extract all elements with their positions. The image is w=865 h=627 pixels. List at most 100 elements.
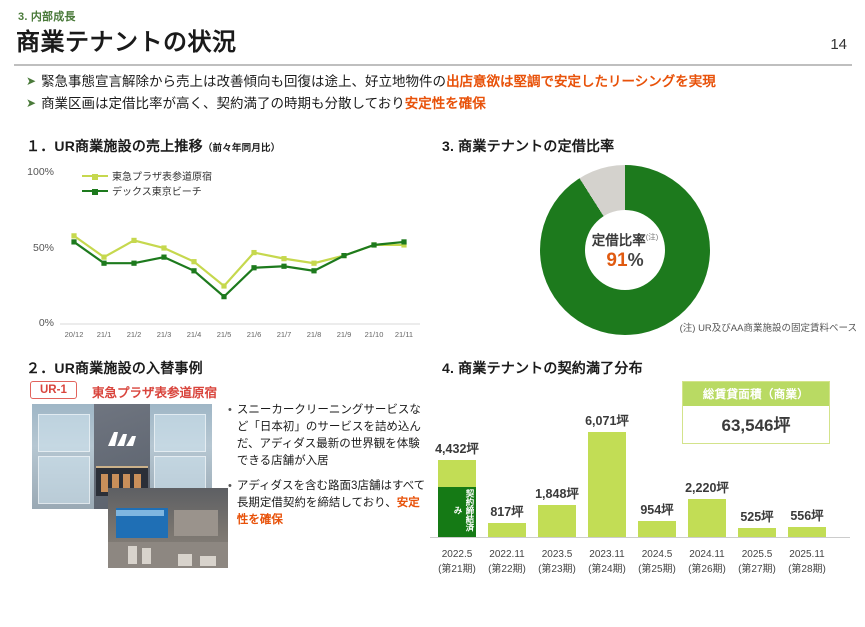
ur-case-name: 東急プラザ表参道原宿 bbox=[92, 386, 218, 400]
ur-bullet-item: • アディダスを含む路面3店舗はすべて長期定借契約を締結しており、安定性を確保 bbox=[228, 478, 428, 529]
bar-x-term: (第23期) bbox=[538, 564, 576, 575]
ur-bullet-plain: アディダスを含む路面3店舗はすべて長期定借契約を締結しており、 bbox=[236, 480, 426, 509]
contract-expiry-chart: 契約締結済み 4,432坪 2022.5 (第21期) 817坪 2022.11 (第22期… bbox=[430, 381, 855, 585]
bullet-highlight: 安定性を確保 bbox=[404, 96, 486, 111]
title-divider bbox=[14, 64, 852, 66]
bar-x-label: 2025.11 (第28期) bbox=[776, 547, 838, 577]
legend-label: デックス東京ビーチ bbox=[112, 187, 202, 198]
svg-text:21/9: 21/9 bbox=[337, 330, 352, 339]
bar-item: 556坪 bbox=[788, 509, 826, 537]
bullet-plain: 緊急事態宣言解除から売上は改善傾向も回復は途上、好立地物件の bbox=[41, 74, 447, 89]
total-area-box: 総賃貸面積（商業） 63,546坪 bbox=[682, 381, 830, 444]
bar-value-label: 2,220坪 bbox=[685, 480, 729, 495]
legend-label: 東急プラザ表参道原宿 bbox=[112, 172, 212, 183]
chart-legend: 東急プラザ表参道原宿 デックス東京ビーチ bbox=[82, 168, 212, 198]
line-plot: 20/12 21/1 21/2 21/3 21/4 21/5 21/6 21/7 21/8 21/… bbox=[60, 233, 420, 339]
bar-item: 6,071坪 bbox=[585, 414, 629, 537]
bar-x-term: (第25期) bbox=[638, 564, 676, 575]
donut-center: 定借比率(注) 91% bbox=[585, 210, 665, 290]
legend-swatch-dark-icon bbox=[82, 188, 108, 195]
bar-item: 契約締結済み 4,432坪 bbox=[435, 442, 479, 537]
bar-x-period: 2024.5 bbox=[641, 549, 673, 560]
bar-x-term: (第21期) bbox=[438, 564, 476, 575]
svg-text:21/4: 21/4 bbox=[187, 330, 202, 339]
bar-item: 2,220坪 bbox=[685, 481, 729, 537]
section-1-title: １．UR商業施設の売上推移（前々年同月比） bbox=[26, 136, 280, 156]
bar-fill bbox=[638, 520, 676, 537]
page-number: 14 bbox=[830, 36, 847, 53]
svg-text:21/3: 21/3 bbox=[157, 330, 172, 339]
bar-value-label: 4,432坪 bbox=[435, 442, 479, 457]
bar-item: 817坪 bbox=[488, 505, 526, 537]
leasehold-ratio-donut: 定借比率(注) 91% bbox=[540, 165, 710, 335]
legend-item: 東急プラザ表参道原宿 bbox=[82, 168, 212, 183]
bar-x-label: 2022.5 (第21期) bbox=[426, 547, 488, 577]
bar-x-label: 2024.5 (第25期) bbox=[626, 547, 688, 577]
section-4-title: 4. 商業テナントの契約満了分布 bbox=[442, 360, 643, 376]
svg-text:21/1: 21/1 bbox=[97, 330, 112, 339]
bar-x-label: 2024.11 (第26期) bbox=[676, 547, 738, 577]
bar-value-label: 817坪 bbox=[490, 504, 524, 519]
bar-item: 954坪 bbox=[638, 503, 676, 537]
bar-segment-signed: 契約締結済み bbox=[438, 486, 476, 537]
bullet-arrow-icon: ➤ bbox=[26, 96, 37, 110]
y-tick-0: 0% bbox=[38, 317, 54, 329]
bar-fill bbox=[788, 527, 826, 537]
bar-x-period: 2022.5 bbox=[441, 549, 473, 560]
section-3-title: 3. 商業テナントの定借比率 bbox=[442, 138, 615, 154]
donut-note-marker: (注) bbox=[645, 232, 659, 241]
svg-text:21/5: 21/5 bbox=[217, 330, 232, 339]
bullet-text: 緊急事態宣言解除から売上は改善傾向も回復は途上、好立地物件の出店意欲は堅調で安定… bbox=[41, 72, 716, 91]
ur-bullet-highlight: 安定性を確保 bbox=[236, 497, 420, 526]
bar-x-label: 2023.11 (第24期) bbox=[576, 547, 638, 577]
donut-center-label: 定借比率(注) bbox=[591, 232, 659, 248]
legend-swatch-light-icon bbox=[82, 173, 108, 180]
bar-x-term: (第26期) bbox=[688, 564, 726, 575]
bar-x-period: 2024.11 bbox=[689, 549, 725, 560]
bar-x-term: (第22期) bbox=[488, 564, 526, 575]
adidas-logo-icon bbox=[108, 432, 136, 446]
bar-x-label: 2023.5 (第23期) bbox=[526, 547, 588, 577]
svg-text:21/8: 21/8 bbox=[307, 330, 322, 339]
bar-value-label: 954坪 bbox=[640, 502, 674, 517]
bar-x-period: 2023.11 bbox=[589, 549, 625, 560]
legend-item: デックス東京ビーチ bbox=[82, 183, 212, 198]
bar-x-term: (第24期) bbox=[588, 564, 626, 575]
bar-x-period: 2025.11 bbox=[789, 549, 825, 560]
slide-eyebrow: 3. 内部成長 bbox=[18, 11, 76, 23]
donut-percent-number: 91 bbox=[606, 249, 628, 271]
donut-percent-unit: % bbox=[627, 249, 644, 270]
svg-text:21/7: 21/7 bbox=[277, 330, 292, 339]
svg-text:21/11: 21/11 bbox=[395, 330, 413, 339]
bar-x-term: (第28期) bbox=[788, 564, 826, 575]
bar-value-label: 1,848坪 bbox=[535, 487, 579, 502]
bar-baseline bbox=[430, 537, 850, 538]
sales-trend-chart: 100% 50% 0% 東急プラザ表参道原宿 デックス東京ビーチ 20/12 21… bbox=[20, 160, 420, 340]
bar-segment-label: 契約締結済み bbox=[453, 489, 475, 532]
ur-case-bullets: • スニーカークリーニングサービスなど「日本初」のサービスを詰め込んだ、アディダ… bbox=[228, 402, 428, 537]
store-interior-photo bbox=[108, 488, 228, 568]
y-tick-50: 50% bbox=[32, 242, 54, 254]
bar-value-label: 6,071坪 bbox=[585, 414, 629, 428]
bar-x-period: 2022.11 bbox=[489, 549, 525, 560]
donut-footnote: (注) UR及びAA商業施設の固定賃料ベース bbox=[679, 323, 857, 334]
bar-value-label: 556坪 bbox=[790, 509, 824, 524]
total-area-value: 63,546坪 bbox=[721, 416, 791, 435]
page-title: 商業テナントの状況 bbox=[16, 29, 237, 56]
bar-item: 525坪 bbox=[738, 510, 776, 537]
donut-center-value: 91% bbox=[606, 250, 643, 272]
bar-fill bbox=[538, 505, 576, 537]
bar-x-label: 2025.5 (第27期) bbox=[726, 547, 788, 577]
bullet-text: 商業区画は定借比率が高く、契約満了の時期も分散しており安定性を確保 bbox=[41, 94, 486, 113]
bar-x-term: (第27期) bbox=[738, 564, 776, 575]
bullet-plain: 商業区画は定借比率が高く、契約満了の時期も分散しており bbox=[41, 96, 405, 111]
bar-fill bbox=[588, 432, 626, 537]
bar-x-period: 2023.5 bbox=[541, 549, 573, 560]
ur-case-badge: UR-1 bbox=[30, 381, 77, 399]
svg-text:21/10: 21/10 bbox=[365, 330, 384, 339]
bar-fill bbox=[488, 522, 526, 537]
ur-bullet-text: スニーカークリーニングサービスなど「日本初」のサービスを詰め込んだ、アディダス最… bbox=[236, 404, 421, 467]
section-2-title: ２．UR商業施設の入替事例 bbox=[26, 360, 203, 376]
svg-text:21/2: 21/2 bbox=[127, 330, 142, 339]
